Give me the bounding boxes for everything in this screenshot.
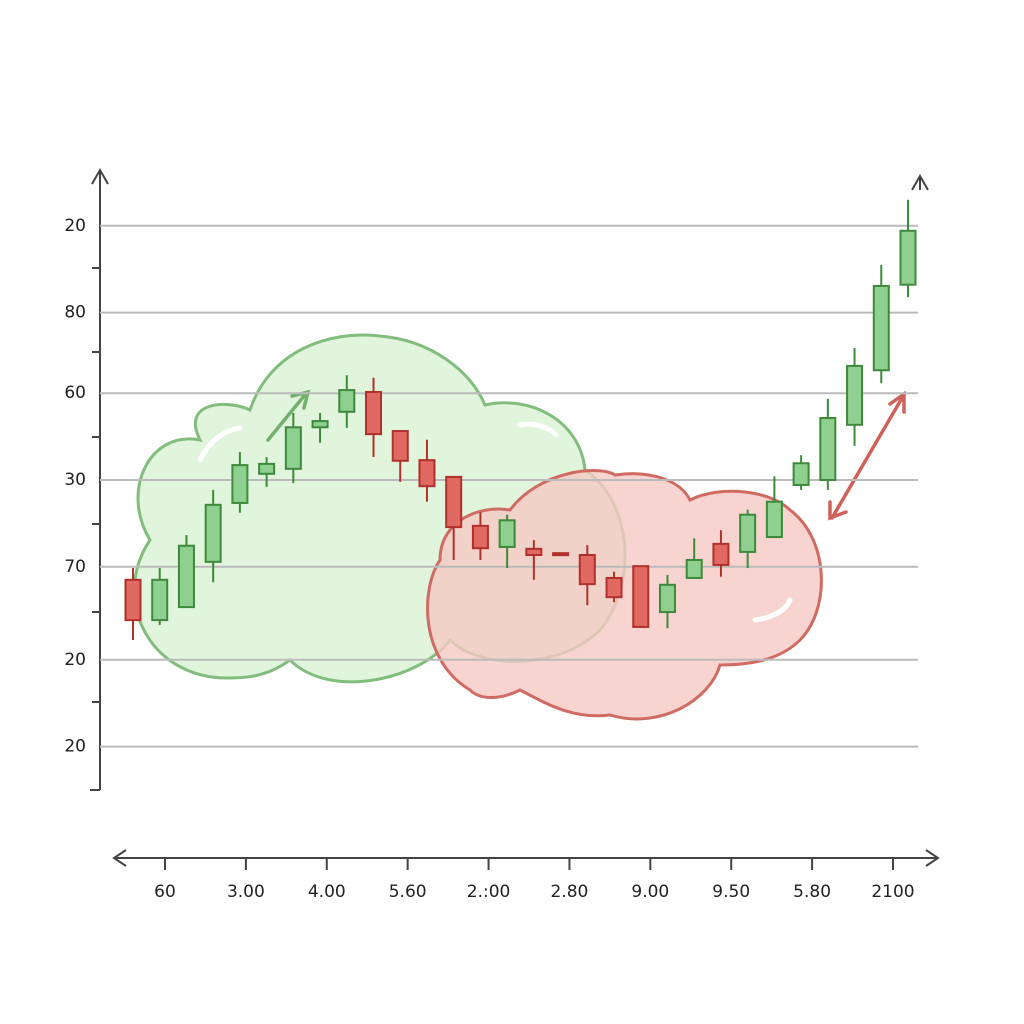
candle-body: [552, 552, 570, 557]
candle-body: [658, 583, 676, 614]
x-tick-label: 2.:00: [467, 882, 511, 902]
candle-body: [151, 578, 169, 622]
trend-arrow-red: [828, 390, 906, 521]
x-tick-label: 2.80: [551, 882, 589, 902]
candle-body: [231, 464, 249, 504]
x-axis: [112, 849, 940, 867]
decoration: [90, 167, 940, 867]
candle-body: [765, 500, 783, 539]
candle-body: [365, 390, 383, 436]
x-tick-label: 60: [154, 882, 176, 902]
candle-body: [391, 430, 409, 462]
candle-body: [578, 554, 596, 586]
y-tick-label: 70: [64, 557, 86, 577]
candle-body: [846, 364, 864, 426]
highlight: [197, 421, 793, 623]
y-tick-label: 20: [64, 216, 86, 236]
candle-body: [471, 524, 489, 550]
trend-arrow-up: [266, 389, 311, 442]
x-tick-label: 3.00: [227, 882, 265, 902]
candle-body: [685, 558, 703, 579]
candle-body: [338, 389, 356, 413]
candle-body: [712, 542, 730, 566]
x-tick-label: 9.50: [712, 882, 750, 902]
candle-body: [418, 459, 436, 488]
candle-body: [311, 420, 329, 429]
candle-body: [284, 426, 302, 470]
candle-body: [258, 462, 276, 475]
y-tick-label: 20: [64, 650, 86, 670]
x-tick-label: 5.80: [793, 882, 831, 902]
x-tick-label: 9.00: [631, 882, 669, 902]
candle-body: [605, 576, 623, 599]
candle-body: [632, 565, 650, 628]
y-tick-label: 30: [64, 470, 86, 490]
candle-body: [819, 417, 837, 481]
x-tick-label: 5.60: [389, 882, 427, 902]
candle-body: [792, 462, 810, 486]
right-arrow: [911, 173, 929, 191]
candle-body: [445, 475, 463, 529]
candle-body: [498, 519, 516, 548]
candle-body: [739, 513, 757, 553]
candle-body: [525, 547, 543, 557]
red-cloud: [426, 469, 823, 721]
candle-body: [899, 229, 917, 286]
candle-body: [204, 503, 222, 563]
candle-body: [177, 544, 195, 609]
candle-body: [124, 578, 142, 622]
x-tick-label: 4.00: [308, 882, 346, 902]
y-tick-label: 80: [64, 303, 86, 323]
x-tick-label: 2100: [871, 882, 914, 902]
y-tick-label: 20: [64, 737, 86, 757]
y-tick-label: 60: [64, 383, 86, 403]
candle-body: [872, 284, 890, 372]
